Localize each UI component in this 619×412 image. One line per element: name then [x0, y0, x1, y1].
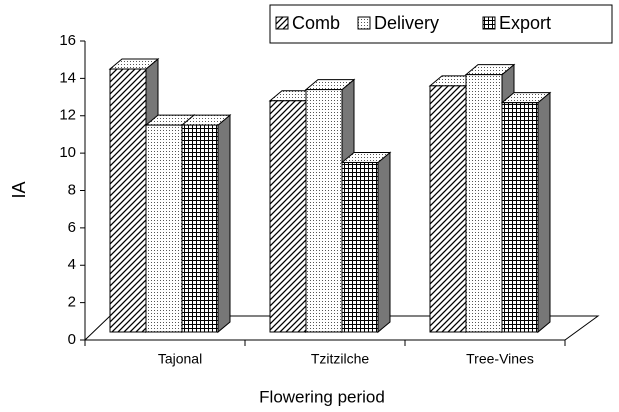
y-tick-label: 8 [68, 181, 76, 198]
bar [109, 68, 147, 333]
y-tick-label: 16 [59, 32, 76, 49]
x-axis-label: Flowering period [259, 387, 385, 406]
x-tick-label: Tree-Vines [466, 351, 534, 367]
legend-label: Export [499, 13, 551, 33]
bar [341, 161, 379, 333]
y-tick-label: 10 [59, 144, 76, 161]
bar-side [217, 114, 231, 334]
bar [465, 74, 503, 333]
legend [269, 4, 613, 44]
y-tick-label: 0 [68, 331, 76, 348]
legend-label: Comb [292, 13, 340, 33]
legend-swatch [357, 16, 371, 30]
legend-swatch [482, 16, 496, 30]
bar-side [537, 91, 551, 334]
bar [501, 102, 539, 333]
legend-label: Delivery [374, 13, 439, 33]
bar [145, 124, 183, 333]
y-tick-label: 12 [59, 107, 76, 124]
y-tick-label: 2 [68, 294, 76, 311]
x-tick-label: Tzitzilche [311, 351, 370, 367]
bar [181, 124, 219, 333]
y-tick-label: 4 [68, 256, 76, 273]
bar [269, 100, 307, 333]
y-tick-label: 14 [59, 69, 76, 86]
bar-side [377, 151, 391, 334]
x-tick-label: Tajonal [158, 351, 202, 367]
y-tick-label: 6 [68, 219, 76, 236]
legend-swatch [275, 16, 289, 30]
y-axis-label: IA [9, 181, 29, 198]
bar [305, 89, 343, 333]
bar [429, 85, 467, 333]
